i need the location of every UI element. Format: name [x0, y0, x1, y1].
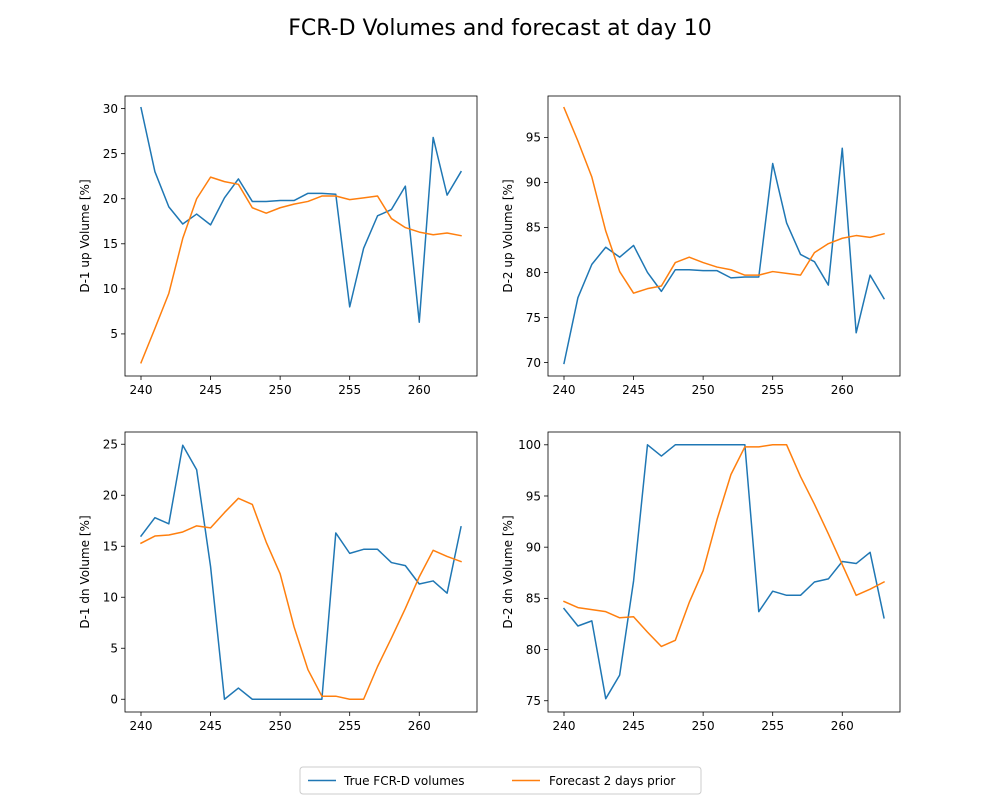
y-tick-label: 5: [110, 642, 118, 656]
y-tick-label: 85: [526, 221, 541, 235]
y-tick-label: 30: [103, 102, 118, 116]
y-axis-label: D-2 up Volume [%]: [501, 179, 515, 292]
series-line-true-bottom-right: [562, 444, 885, 700]
x-tick-label: 245: [622, 383, 645, 397]
y-tick-label: 15: [103, 237, 118, 251]
axes-frame: [547, 95, 901, 377]
legend-label-forecast: Forecast 2 days prior: [549, 774, 675, 788]
y-tick-label: 10: [103, 282, 118, 296]
y-tick-label: 90: [526, 540, 541, 554]
axes-frame: [124, 95, 478, 377]
series-line-true-top-right: [563, 147, 886, 365]
y-tick-label: 20: [103, 192, 118, 206]
axes-frame: [547, 431, 901, 713]
series-line-forecast-bottom-left: [139, 497, 462, 700]
x-tick-label: 255: [761, 383, 784, 397]
y-tick-label: 80: [526, 266, 541, 280]
y-tick-label: 25: [103, 147, 118, 161]
y-axis-label: D-1 dn Volume [%]: [78, 515, 92, 628]
y-tick-label: 0: [110, 693, 118, 707]
y-tick-label: 85: [526, 592, 541, 606]
x-tick-label: 240: [553, 383, 576, 397]
y-tick-label: 15: [103, 540, 118, 554]
y-tick-label: 10: [103, 591, 118, 605]
series-line-forecast-top-right: [563, 106, 885, 294]
y-tick-label: 90: [526, 176, 541, 190]
y-tick-label: 25: [103, 438, 118, 452]
x-tick-label: 260: [408, 719, 431, 733]
legend-frame: [299, 766, 702, 795]
y-axis-label: D-2 dn Volume [%]: [501, 515, 515, 628]
subplot-top-left: 240 245 250 255 260 5 10 15 20 25 30 D-1 up Volume …: [78, 95, 478, 397]
x-tick-label: 260: [831, 719, 854, 733]
y-tick-label: 75: [526, 311, 541, 325]
y-tick-label: 20: [103, 489, 118, 503]
series-line-forecast-bottom-right: [563, 444, 886, 648]
x-tick-label: 260: [408, 383, 431, 397]
series-line-forecast-top-left: [140, 176, 462, 364]
legend: True FCR-D volumes Forecast 2 days prior: [299, 766, 702, 795]
x-tick-label: 240: [130, 719, 153, 733]
y-tick-label: 5: [110, 327, 118, 341]
legend-label-true: True FCR-D volumes: [343, 774, 465, 788]
x-tick-label: 255: [761, 719, 784, 733]
x-tick-label: 255: [338, 383, 361, 397]
y-tick-label: 100: [518, 438, 541, 452]
y-axis-label: D-1 up Volume [%]: [78, 179, 92, 292]
x-tick-label: 245: [199, 719, 222, 733]
subplot-top-right: 240 245 250 255 260 70 75 80 85 90 95 D-2 up Volume…: [501, 95, 901, 397]
axes-frame: [124, 431, 478, 713]
x-tick-label: 240: [130, 383, 153, 397]
y-tick-label: 80: [526, 643, 541, 657]
y-tick-label: 95: [526, 489, 541, 503]
y-tick-label: 70: [526, 356, 541, 370]
x-tick-label: 250: [692, 719, 715, 733]
x-tick-label: 260: [831, 383, 854, 397]
x-tick-label: 250: [269, 383, 292, 397]
x-tick-label: 250: [692, 383, 715, 397]
x-tick-label: 245: [199, 383, 222, 397]
figure-title: FCR-D Volumes and forecast at day 10: [288, 16, 711, 41]
y-tick-label: 95: [526, 131, 541, 145]
subplot-bottom-left: 240 245 250 255 260 0 5 10 15 20 25 D-1 dn Volume […: [78, 431, 478, 733]
x-tick-label: 240: [553, 719, 576, 733]
x-tick-label: 245: [622, 719, 645, 733]
y-tick-label: 75: [526, 694, 541, 708]
subplot-bottom-right: 240 245 250 255 260 75 80 85 90 95 100 D-2 dn Volum…: [501, 431, 901, 733]
series-line-true-top-left: [140, 106, 463, 323]
series-line-true-bottom-left: [139, 444, 462, 700]
x-tick-label: 255: [338, 719, 361, 733]
x-tick-label: 250: [269, 719, 292, 733]
